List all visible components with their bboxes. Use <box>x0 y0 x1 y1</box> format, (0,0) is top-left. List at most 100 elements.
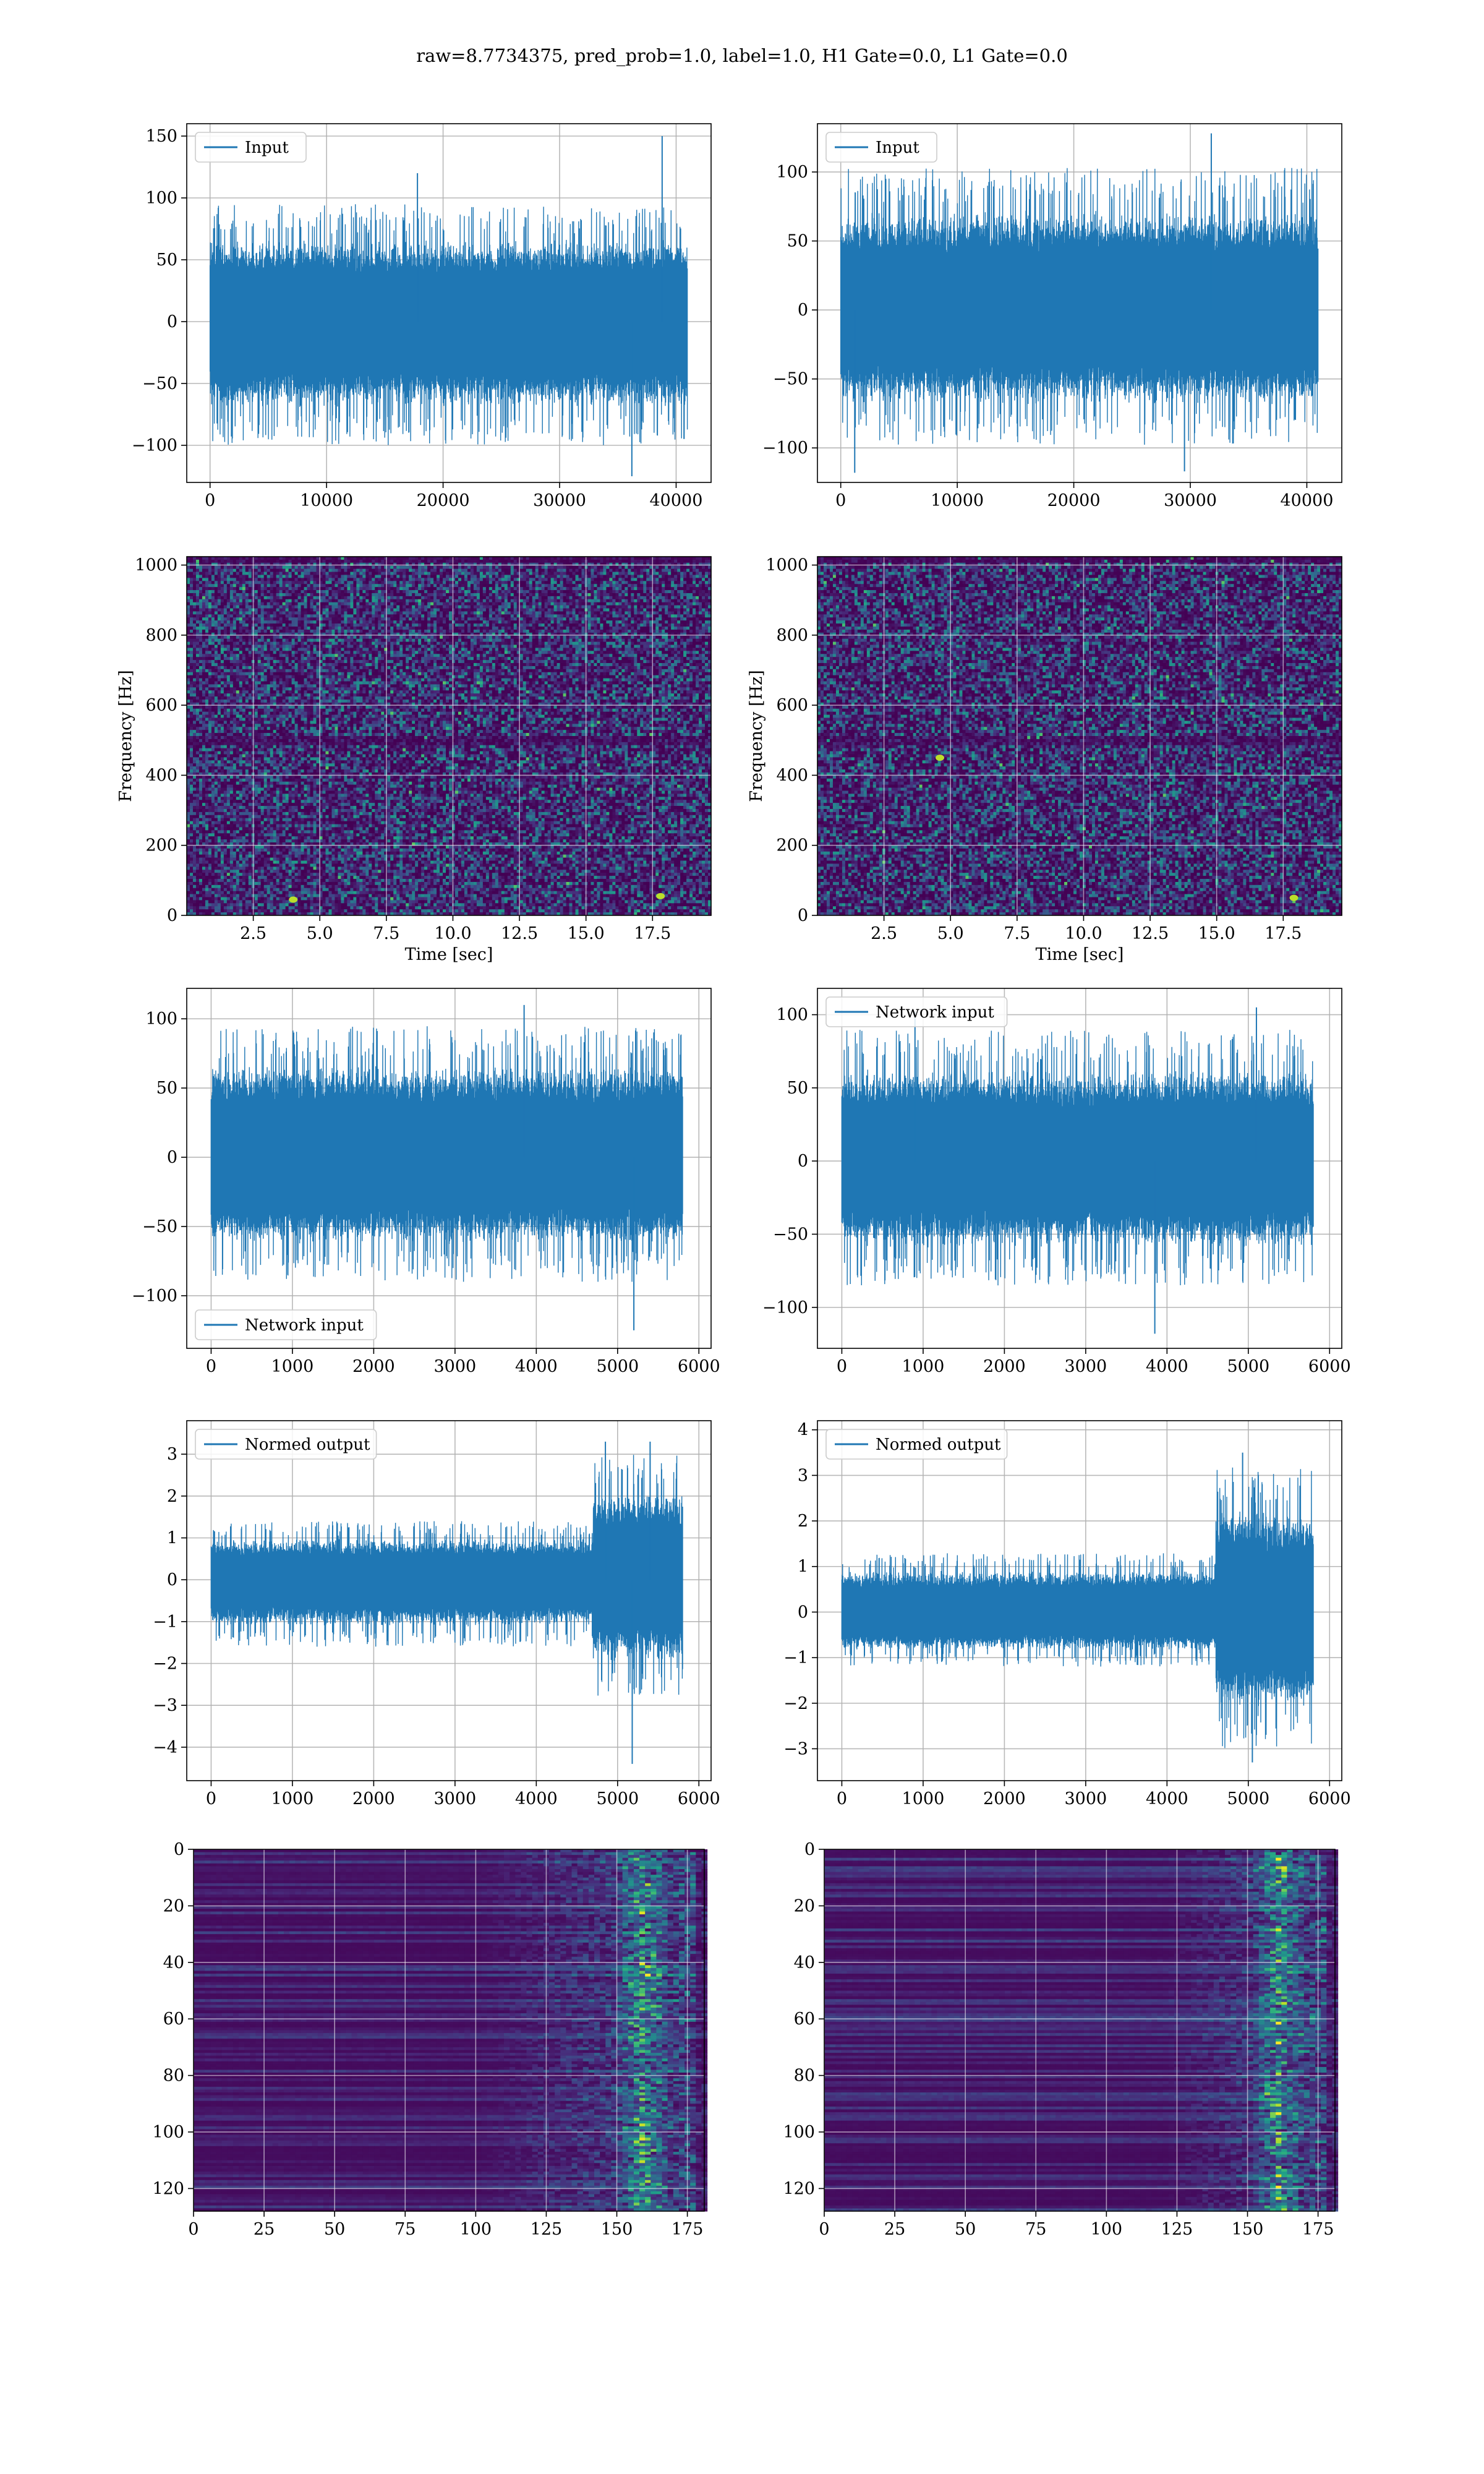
x-tick-label: 175 <box>672 2220 704 2239</box>
legend-label: Normed output <box>245 1436 370 1454</box>
l1-spectrogram-panel: 2.5 5.0 7.5 10.0 12.5 15.0 17.5020040060080010… <box>747 556 1342 964</box>
y-tick-label: 120 <box>783 2179 815 2198</box>
x-tick-label: 30000 <box>1164 491 1217 510</box>
h1-normed-output-panel: 0 1000 2000 3000 4000 5000 6000−4−3−2−10123Nor… <box>153 1421 720 1808</box>
x-tick-label: 3000 <box>1065 1789 1107 1808</box>
x-tick-label: 25 <box>884 2220 905 2239</box>
x-tick-label: 6000 <box>678 1789 720 1808</box>
x-tick-label: 3000 <box>1065 1357 1107 1376</box>
x-tick-label: 4000 <box>1146 1357 1188 1376</box>
l1-normed-output-panel: 0 1000 2000 3000 4000 5000 6000−3−2−101234Norm… <box>783 1421 1350 1808</box>
x-tick-label: 1000 <box>271 1789 314 1808</box>
y-tick-label: 50 <box>156 250 177 270</box>
y-tick-label: 800 <box>776 626 808 645</box>
y-tick-label: 1000 <box>135 556 177 575</box>
x-tick-label: 1000 <box>902 1789 945 1808</box>
y-tick-label: 0 <box>798 1603 808 1622</box>
x-tick-label: 175 <box>1302 2220 1334 2239</box>
x-tick-label: 40000 <box>1281 491 1334 510</box>
x-tick-label: 20000 <box>417 491 470 510</box>
x-tick-label: 17.5 <box>1264 924 1302 943</box>
x-tick-label: 50 <box>955 2220 976 2239</box>
x-tick-label: 10000 <box>300 491 353 510</box>
figure-title: raw=8.7734375, pred_prob=1.0, label=1.0,… <box>416 45 1068 67</box>
y-tick-label: 0 <box>167 906 177 925</box>
bright-spot <box>289 897 297 903</box>
y-tick-label: −50 <box>773 370 808 389</box>
feature-map-cells <box>194 1849 707 2212</box>
x-tick-label: 6000 <box>1308 1357 1351 1376</box>
legend-label: Normed output <box>876 1436 1001 1454</box>
x-tick-label: 40000 <box>650 491 703 510</box>
y-tick-label: 80 <box>794 2066 815 2086</box>
x-axis-label: Time [sec] <box>405 945 493 964</box>
bright-spot <box>656 893 665 899</box>
x-tick-label: 5000 <box>1227 1789 1269 1808</box>
x-tick-label: 0 <box>837 1357 847 1376</box>
y-tick-label: 400 <box>145 766 177 785</box>
h1-spectrogram-panel: 2.5 5.0 7.5 10.0 12.5 15.0 17.5020040060080010… <box>116 556 712 964</box>
y-tick-label: 2 <box>798 1512 808 1531</box>
y-tick-label: 3 <box>167 1445 177 1464</box>
y-tick-label: 50 <box>787 1079 808 1098</box>
y-tick-label: 40 <box>163 1953 184 1972</box>
y-tick-label: −50 <box>773 1225 808 1244</box>
x-tick-label: 75 <box>394 2220 416 2239</box>
x-axis-label: Time [sec] <box>1036 945 1124 964</box>
x-tick-label: 7.5 <box>1004 924 1030 943</box>
y-axis-label: Frequency [Hz] <box>116 670 135 802</box>
x-tick-label: 2.5 <box>240 924 267 943</box>
x-tick-label: 15.0 <box>568 924 605 943</box>
spectrogram-cells <box>817 557 1342 916</box>
y-tick-label: −2 <box>153 1654 177 1674</box>
x-tick-label: 0 <box>188 2220 198 2239</box>
x-tick-label: 12.5 <box>501 924 538 943</box>
y-tick-label: 0 <box>798 301 808 320</box>
legend-label: Input <box>876 139 919 157</box>
bright-spot <box>1290 895 1298 901</box>
x-tick-label: 100 <box>460 2220 492 2239</box>
y-tick-label: −50 <box>142 1217 177 1236</box>
y-tick-label: 50 <box>787 232 808 251</box>
bright-spot <box>936 755 944 761</box>
y-tick-label: 50 <box>156 1079 177 1098</box>
x-tick-label: 10000 <box>931 491 984 510</box>
x-tick-label: 17.5 <box>634 924 671 943</box>
y-tick-label: −100 <box>762 1298 808 1317</box>
x-tick-label: 0 <box>835 491 846 510</box>
x-tick-label: 100 <box>1091 2220 1123 2239</box>
x-tick-label: 0 <box>819 2220 829 2239</box>
x-tick-label: 125 <box>1161 2220 1193 2239</box>
x-tick-label: 5.0 <box>307 924 333 943</box>
x-tick-label: 30000 <box>533 491 586 510</box>
legend-label: Input <box>245 139 289 157</box>
x-tick-label: 6000 <box>678 1357 720 1376</box>
x-tick-label: 150 <box>601 2220 633 2239</box>
x-tick-label: 5000 <box>596 1357 639 1376</box>
y-tick-label: 100 <box>776 1006 808 1025</box>
y-tick-label: −4 <box>153 1738 177 1757</box>
x-tick-label: 2000 <box>352 1357 395 1376</box>
y-tick-label: 0 <box>167 312 177 332</box>
spectrogram-cells <box>187 557 712 916</box>
y-tick-label: 1 <box>167 1528 177 1547</box>
y-tick-label: 2 <box>167 1487 177 1506</box>
h1-input-panel: 0 10000 20000 30000 40000−100−50050100150Inp… <box>132 124 711 510</box>
y-tick-label: −100 <box>762 439 808 458</box>
y-tick-label: 100 <box>152 2123 184 2142</box>
y-tick-label: −3 <box>153 1696 177 1715</box>
x-tick-label: 150 <box>1232 2220 1264 2239</box>
y-tick-label: 100 <box>145 189 177 208</box>
y-tick-label: 200 <box>776 836 808 855</box>
y-tick-label: 60 <box>794 2010 815 2029</box>
x-tick-label: 7.5 <box>373 924 399 943</box>
y-tick-label: 1 <box>798 1557 808 1577</box>
y-tick-label: −1 <box>783 1648 808 1667</box>
y-tick-label: 4 <box>798 1421 808 1440</box>
x-tick-label: 0 <box>837 1789 847 1808</box>
legend-label: Network input <box>245 1316 364 1335</box>
